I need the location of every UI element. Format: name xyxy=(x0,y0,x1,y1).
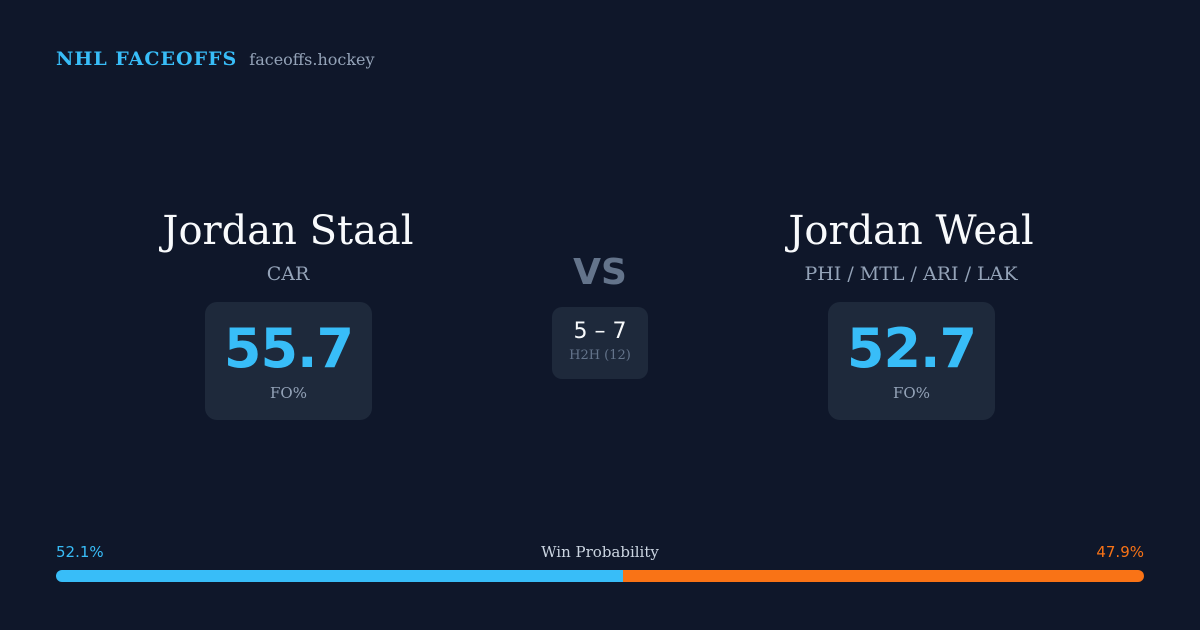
right-win-probability-fill xyxy=(622,570,1144,582)
player-right: Jordan Weal PHI / MTL / ARI / LAK xyxy=(701,205,1121,285)
left-win-probability-fill xyxy=(56,570,623,582)
player-left-faceoff-label: FO% xyxy=(270,384,307,402)
player-left-team: CAR xyxy=(266,263,310,285)
right-win-probability: 47.9% xyxy=(1096,543,1144,561)
player-right-stat-card: 52.7 FO% xyxy=(828,302,995,420)
player-left: Jordan Staal CAR xyxy=(78,205,498,285)
win-probability-title: Win Probability xyxy=(541,543,659,561)
player-right-faceoff-label: FO% xyxy=(893,384,930,402)
head-to-head-label: H2H (12) xyxy=(569,348,631,363)
brand-title: NHL FACEOFFS xyxy=(56,48,238,70)
left-win-probability: 52.1% xyxy=(56,543,104,561)
player-left-name: Jordan Staal xyxy=(162,208,414,254)
head-to-head-card: 5 – 7 H2H (12) xyxy=(552,307,648,379)
player-right-team: PHI / MTL / ARI / LAK xyxy=(804,263,1018,285)
player-right-faceoff-percentage: 52.7 xyxy=(846,317,977,380)
win-probability-header: 52.1% Win Probability 47.9% xyxy=(56,543,1144,565)
player-left-stat-card: 55.7 FO% xyxy=(205,302,372,420)
win-probability-bar xyxy=(56,570,1144,582)
head-to-head-score: 5 – 7 xyxy=(573,319,627,344)
brand-header: NHL FACEOFFS faceoffs.hockey xyxy=(56,48,375,70)
versus-label: VS xyxy=(573,252,627,293)
brand-domain: faceoffs.hockey xyxy=(249,50,375,69)
player-left-faceoff-percentage: 55.7 xyxy=(223,317,354,380)
player-right-name: Jordan Weal xyxy=(788,208,1034,254)
